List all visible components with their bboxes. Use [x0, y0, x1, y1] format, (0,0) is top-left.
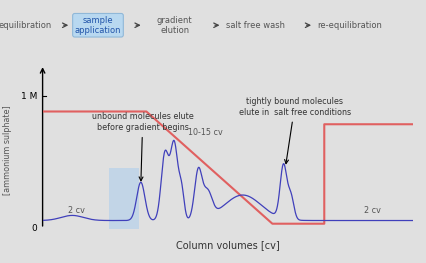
- Text: gradient
elution: gradient elution: [157, 16, 193, 35]
- Text: sample
application: sample application: [75, 16, 121, 35]
- Text: 0: 0: [31, 224, 37, 233]
- Text: [ammonium sulphate]: [ammonium sulphate]: [3, 105, 12, 195]
- Text: unbound molecules elute
before gradient begins: unbound molecules elute before gradient …: [92, 113, 193, 181]
- Text: re-equilibration: re-equilibration: [317, 21, 382, 30]
- Bar: [109, 168, 139, 229]
- Text: 10-15 cv: 10-15 cv: [188, 128, 223, 137]
- Text: 1 M: 1 M: [21, 92, 37, 101]
- Text: tightly bound molecules
elute in  salt free conditions: tightly bound molecules elute in salt fr…: [239, 97, 351, 164]
- Text: equilibration: equilibration: [0, 21, 52, 30]
- Text: Column volumes [cv]: Column volumes [cv]: [176, 240, 280, 250]
- Text: 2 cv: 2 cv: [364, 206, 381, 215]
- Text: 2 cv: 2 cv: [67, 206, 84, 215]
- Text: salt free wash: salt free wash: [226, 21, 285, 30]
